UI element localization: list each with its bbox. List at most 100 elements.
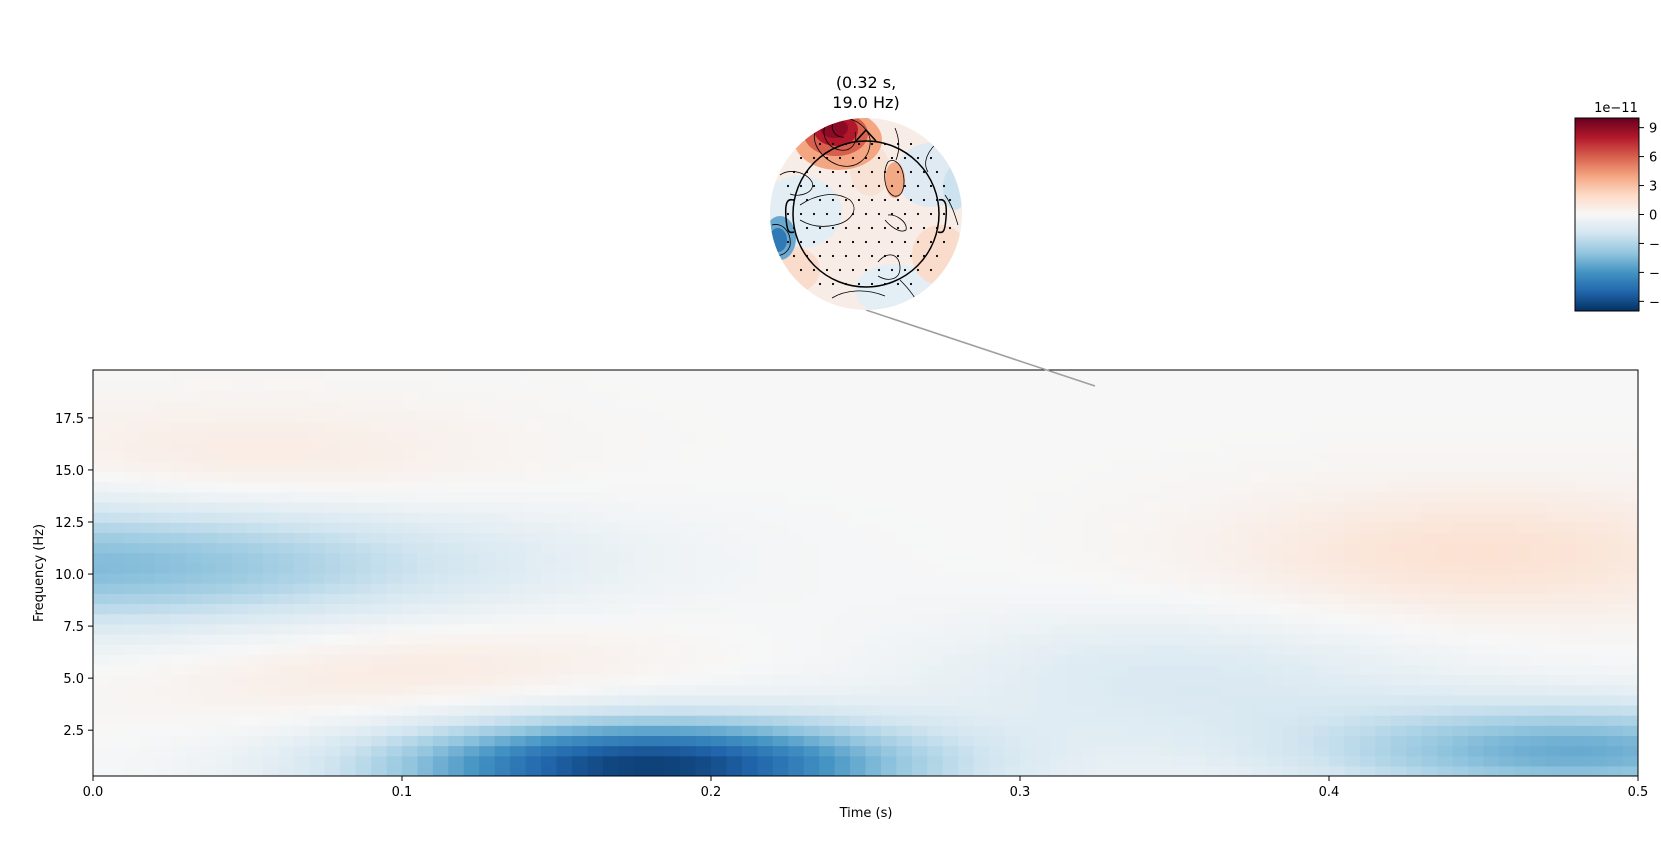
- sensor-marker: [890, 240, 894, 244]
- tfr-cell: [1437, 583, 1454, 594]
- tfr-cell: [479, 461, 496, 473]
- tfr-cell: [185, 451, 202, 462]
- tfr-cell: [772, 390, 789, 402]
- tfr-cell: [448, 704, 465, 716]
- sensor-marker: [812, 268, 816, 272]
- tfr-cell: [417, 390, 434, 402]
- tfr-cell: [247, 481, 264, 493]
- tfr-cell: [1359, 400, 1376, 412]
- tfr-cell: [1545, 583, 1562, 594]
- tfr-cell: [1375, 501, 1392, 513]
- tfr-cell: [216, 400, 233, 412]
- tfr-cell: [633, 603, 650, 615]
- tfr-cell: [1545, 532, 1562, 544]
- tfr-cell: [757, 471, 774, 483]
- tfr-cell: [664, 593, 681, 605]
- tfr-cell: [1545, 512, 1562, 523]
- tfr-cell: [803, 603, 820, 615]
- tfr-cell: [973, 583, 990, 594]
- tfr-cell: [371, 664, 388, 676]
- tfr-cell: [1514, 542, 1531, 554]
- tfr-cell: [1174, 512, 1191, 523]
- tfr-cell: [911, 532, 928, 544]
- tfr-cell: [510, 430, 527, 442]
- tfr-cell: [1004, 522, 1021, 533]
- tfr-cell: [1514, 532, 1531, 544]
- tfr-cell: [1560, 644, 1577, 655]
- tfr-cell: [247, 715, 264, 726]
- tfr-cell: [1406, 562, 1423, 574]
- tfr-cell: [340, 603, 357, 615]
- tfr-cell: [1050, 715, 1067, 726]
- tfr-cell: [973, 430, 990, 442]
- tfr-cell: [355, 370, 372, 381]
- tfr-cell: [958, 542, 975, 554]
- tfr-cell: [695, 654, 712, 665]
- tfr-cell: [772, 542, 789, 554]
- tfr-cell: [819, 725, 836, 736]
- tfr-cell: [602, 654, 619, 665]
- tfr-cell: [1035, 410, 1052, 422]
- tfr-cell: [695, 542, 712, 554]
- tfr-cell: [1359, 593, 1376, 605]
- topomap-title-line2: 19.0 Hz): [832, 93, 899, 112]
- tfr-cell: [417, 593, 434, 605]
- tfr-cell: [1607, 583, 1624, 594]
- tfr-cell: [170, 704, 187, 716]
- tfr-cell: [1344, 623, 1361, 635]
- tfr-cell: [1560, 715, 1577, 726]
- tfr-cell: [1329, 451, 1346, 462]
- tfr-cell: [618, 461, 635, 473]
- tfr-cell: [911, 704, 928, 716]
- tfr-cell: [1421, 644, 1438, 655]
- tfr-cell: [1452, 400, 1469, 412]
- tfr-cell: [371, 745, 388, 757]
- tfr-cell: [1529, 684, 1546, 696]
- tfr-cell: [1468, 410, 1485, 422]
- tfr-cell: [1437, 542, 1454, 554]
- tfr-cell: [402, 390, 419, 402]
- sensor-marker: [831, 282, 835, 286]
- tfr-cell: [1545, 461, 1562, 473]
- tfr-cell: [1437, 390, 1454, 402]
- tfr-cell: [525, 390, 542, 402]
- tfr-cell: [1267, 441, 1284, 452]
- tfr-cell: [371, 573, 388, 584]
- tfr-cell: [1483, 694, 1500, 706]
- tfr-cell: [1004, 745, 1021, 757]
- tfr-cell: [417, 704, 434, 716]
- tfr-cell: [417, 684, 434, 696]
- tfr-cell: [1622, 684, 1638, 696]
- tfr-cell: [494, 633, 511, 645]
- tfr-cell: [170, 735, 187, 747]
- tfr-cell: [293, 674, 310, 686]
- tfr-cell: [340, 410, 357, 422]
- tfr-cell: [911, 471, 928, 483]
- tfr-cell: [1097, 370, 1114, 381]
- tfr-cell: [927, 623, 944, 635]
- tfr-cell: [1529, 765, 1546, 776]
- tfr-cell: [1406, 471, 1423, 483]
- sensor-marker: [818, 198, 822, 202]
- tfr-cell: [850, 562, 867, 574]
- tfr-cell: [927, 481, 944, 493]
- tfr-cell: [1128, 745, 1145, 757]
- tfr-cell: [324, 704, 341, 716]
- tfr-cell: [1359, 471, 1376, 483]
- tfr-cell: [788, 644, 805, 655]
- tfr-cell: [1282, 562, 1299, 574]
- tfr-cell: [1591, 542, 1608, 554]
- tfr-cell: [1390, 400, 1407, 412]
- tfr-cell: [479, 765, 496, 776]
- tfr-cell: [1267, 552, 1284, 564]
- tfr-cell: [479, 390, 496, 402]
- tfr-cell: [1020, 613, 1037, 625]
- tfr-cell: [1267, 745, 1284, 757]
- tfr-cell: [726, 420, 743, 432]
- tfr-cell: [262, 562, 279, 574]
- sensor-marker: [864, 212, 868, 216]
- tfr-cell: [247, 501, 264, 513]
- tfr-cell: [942, 441, 959, 452]
- tfr-cell: [1622, 471, 1638, 483]
- tfr-cell: [958, 704, 975, 716]
